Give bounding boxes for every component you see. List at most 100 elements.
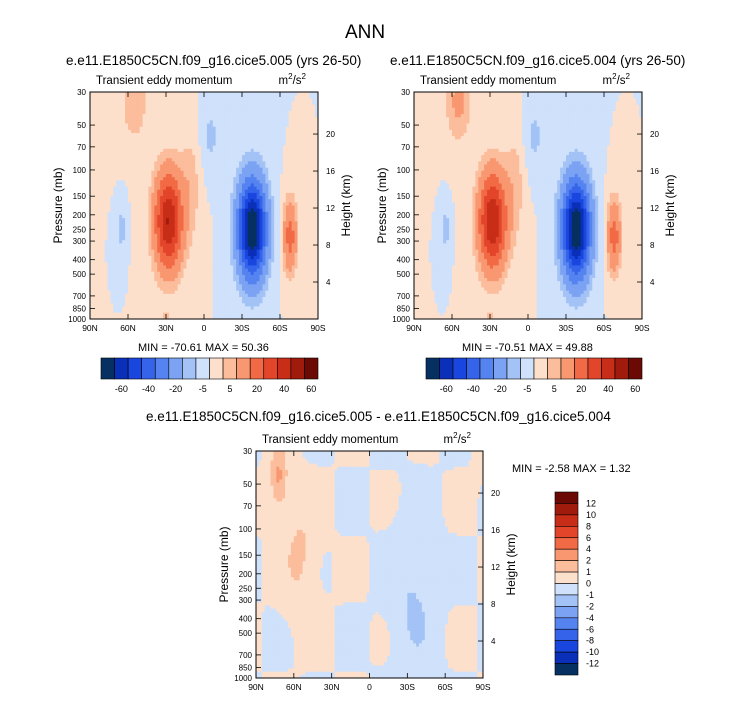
field-cell (221, 126, 226, 131)
field-cell (104, 218, 109, 222)
field-cell (282, 290, 287, 295)
field-cell (280, 132, 284, 137)
field-cell (233, 183, 237, 188)
field-cell (142, 237, 147, 241)
field-cell (288, 306, 293, 311)
field-cell (230, 167, 234, 172)
field-cell (206, 158, 211, 162)
field-cell (239, 158, 243, 162)
field-cell (116, 211, 120, 216)
field-cell (113, 296, 117, 301)
field-cell (130, 211, 135, 216)
field-cell (90, 259, 94, 263)
field-cell (215, 312, 220, 317)
field-cell (192, 92, 196, 96)
field-cell (107, 186, 112, 191)
field-cell (268, 255, 272, 260)
field-cell (282, 183, 287, 188)
field-cell (183, 221, 188, 226)
field-cell (174, 243, 179, 248)
field-cell (95, 120, 100, 125)
field-cell (145, 139, 150, 144)
field-cell (107, 158, 112, 162)
field-cell (209, 309, 214, 314)
field-cell (145, 177, 150, 181)
field-cell (166, 95, 170, 99)
field-cell (116, 180, 120, 185)
field-cell (271, 177, 275, 181)
field-cell (157, 98, 161, 103)
field-cell (280, 142, 284, 147)
field-cell (136, 155, 141, 159)
field-cell (204, 205, 208, 210)
field-cell (204, 281, 208, 285)
field-cell (119, 287, 123, 292)
field-cell (215, 196, 220, 200)
field-cell (221, 145, 226, 150)
field-cell (285, 101, 290, 106)
field-cell (133, 202, 138, 207)
field-cell (157, 126, 161, 131)
field-cell (130, 199, 135, 203)
field-cell (209, 224, 214, 229)
field-cell (209, 306, 214, 311)
field-cell (288, 145, 293, 150)
field-cell (177, 139, 182, 144)
field-cell (209, 132, 214, 137)
field-cell (98, 309, 103, 314)
field-cell (136, 104, 141, 109)
field-cell (154, 268, 158, 273)
field-cell (268, 243, 272, 248)
field-cell (139, 120, 144, 125)
field-cell (285, 214, 290, 219)
field-cell (139, 211, 144, 216)
field-cell (157, 268, 161, 273)
field-cell (148, 309, 152, 314)
field-cell (192, 303, 196, 307)
field-cell (227, 208, 231, 213)
field-cell (271, 284, 275, 289)
field-cell (209, 177, 214, 181)
field-cell (280, 183, 284, 188)
field-cell (206, 230, 211, 235)
field-cell (139, 237, 144, 241)
field-cell (166, 287, 170, 292)
field-cell (154, 123, 158, 128)
field-cell (265, 205, 269, 210)
field-cell (265, 296, 269, 301)
field-cell (250, 259, 255, 263)
field-cell (233, 249, 237, 254)
field-cell (271, 230, 275, 235)
field-cell (236, 268, 240, 273)
field-cell (177, 114, 182, 118)
field-cell (128, 274, 132, 279)
field-cell (90, 309, 94, 314)
field-cell (233, 104, 237, 109)
field-cell (177, 262, 182, 266)
field-cell (163, 177, 167, 181)
field-cell (125, 180, 129, 185)
field-cell (242, 98, 246, 103)
field-cell (233, 274, 237, 279)
field-cell (180, 303, 185, 307)
field-cell (250, 262, 255, 266)
field-cell (215, 92, 220, 96)
field-cell (233, 164, 237, 169)
field-cell (233, 287, 237, 292)
field-cell (236, 202, 240, 207)
field-cell (157, 237, 161, 241)
field-cell (285, 246, 290, 251)
field-cell (98, 296, 103, 301)
field-cell (189, 218, 193, 222)
field-cell (192, 233, 196, 238)
field-cell (218, 271, 223, 276)
field-cell (274, 107, 278, 112)
field-cell (280, 252, 284, 257)
field-cell (201, 186, 205, 191)
field-cell (204, 158, 208, 162)
field-cell (230, 259, 234, 263)
field-cell (157, 296, 161, 301)
field-cell (163, 92, 167, 96)
field-cell (201, 148, 205, 153)
field-cell (174, 221, 179, 226)
